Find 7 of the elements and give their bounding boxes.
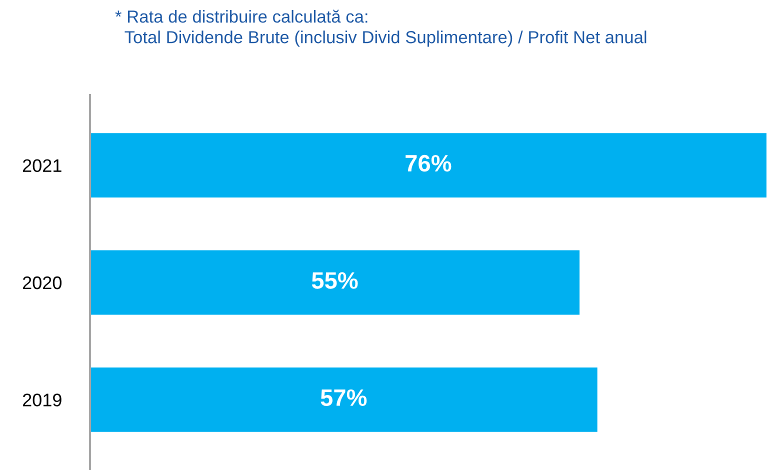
y-tick-label: 2021 [22, 159, 62, 172]
data-label: 76% [406, 154, 452, 172]
y-tick-label: 2019 [22, 394, 62, 406]
data-label: 55% [312, 272, 358, 289]
text: * Rata de distribuire calculată ca: Total Dividende Brute (inclusiv Divid Suplimentare) / Profit Net anual [115, 10, 646, 47]
data-label: 57% [320, 389, 367, 406]
y-tick-label: 2020 [22, 276, 62, 290]
